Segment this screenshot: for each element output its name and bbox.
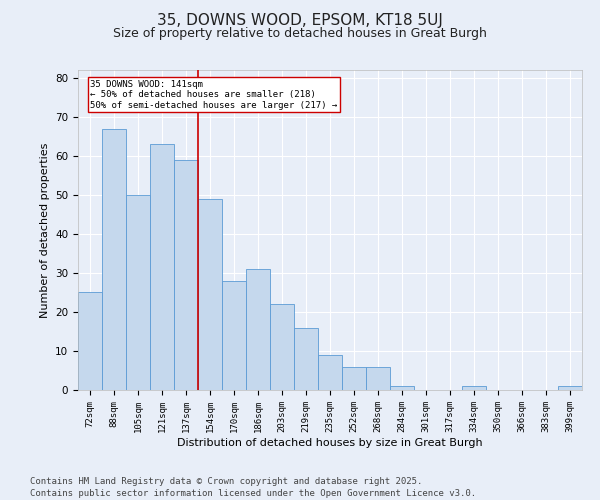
Bar: [198, 199, 222, 390]
Bar: [78, 292, 102, 390]
Text: Size of property relative to detached houses in Great Burgh: Size of property relative to detached ho…: [113, 28, 487, 40]
Bar: [366, 366, 390, 390]
Bar: [174, 160, 198, 390]
Bar: [390, 386, 414, 390]
Bar: [102, 128, 126, 390]
Bar: [342, 366, 366, 390]
Bar: [126, 195, 150, 390]
Bar: [558, 386, 582, 390]
X-axis label: Distribution of detached houses by size in Great Burgh: Distribution of detached houses by size …: [177, 438, 483, 448]
Text: Contains HM Land Registry data © Crown copyright and database right 2025.
Contai: Contains HM Land Registry data © Crown c…: [30, 476, 476, 498]
Bar: [294, 328, 318, 390]
Text: 35, DOWNS WOOD, EPSOM, KT18 5UJ: 35, DOWNS WOOD, EPSOM, KT18 5UJ: [157, 12, 443, 28]
Y-axis label: Number of detached properties: Number of detached properties: [40, 142, 50, 318]
Bar: [318, 355, 342, 390]
Bar: [270, 304, 294, 390]
Bar: [150, 144, 174, 390]
Bar: [246, 269, 270, 390]
Bar: [222, 280, 246, 390]
Text: 35 DOWNS WOOD: 141sqm
← 50% of detached houses are smaller (218)
50% of semi-det: 35 DOWNS WOOD: 141sqm ← 50% of detached …: [91, 80, 338, 110]
Bar: [462, 386, 486, 390]
